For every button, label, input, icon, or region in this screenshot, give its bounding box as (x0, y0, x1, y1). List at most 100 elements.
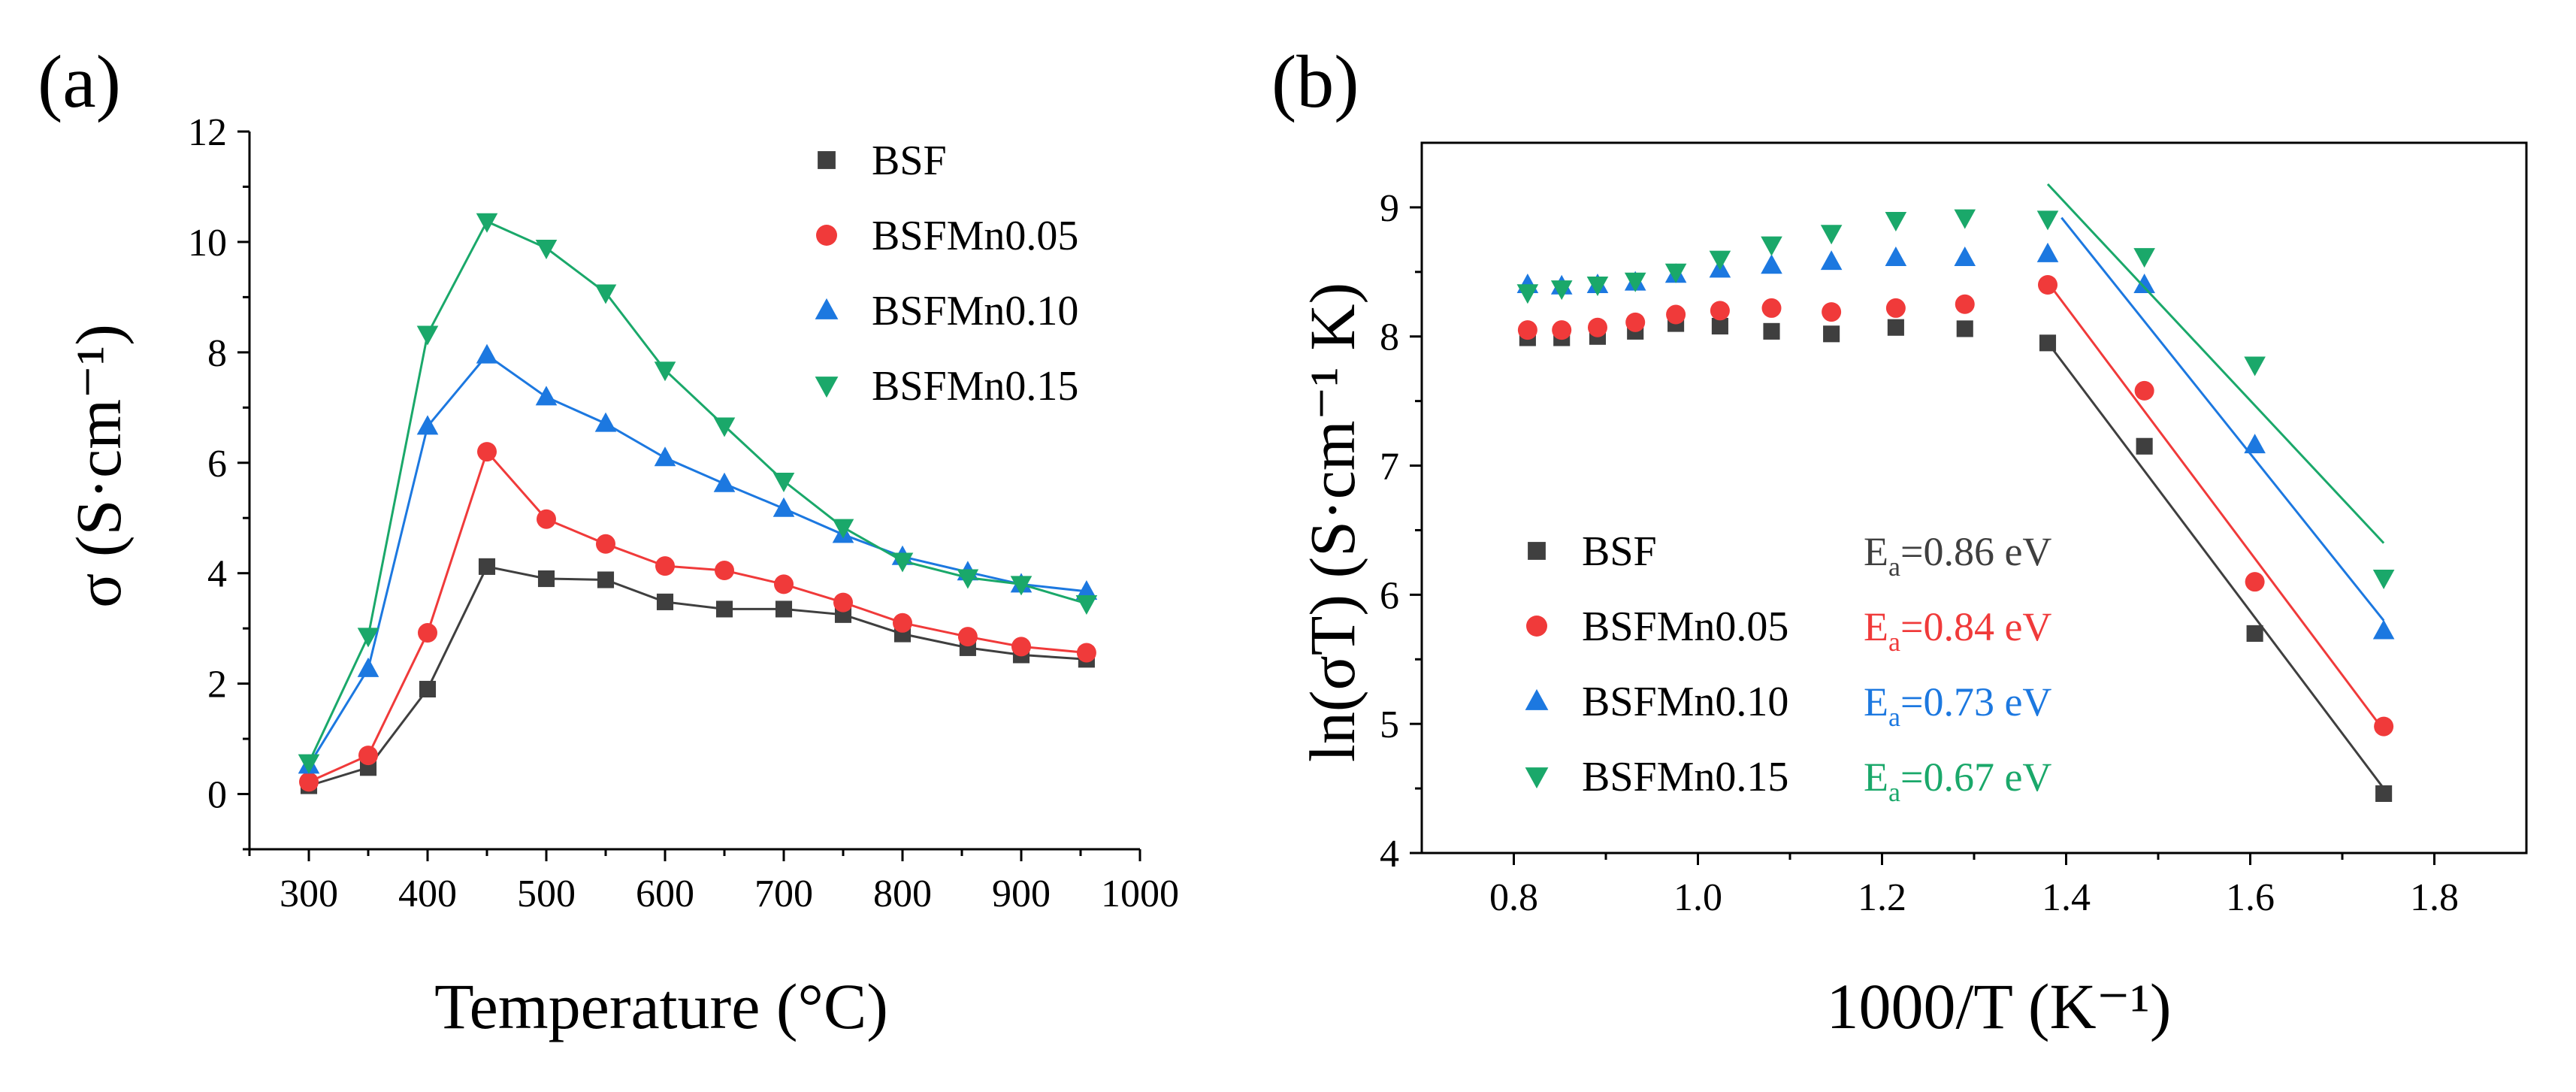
data-point (2372, 619, 2395, 640)
series-line (307, 353, 1087, 767)
data-point (1710, 301, 1730, 321)
data-point (594, 412, 617, 432)
y-tick-label: 0 (207, 774, 227, 817)
data-point (1075, 595, 1098, 616)
panel-b-y-axis-title: ln(σT) (S·cm⁻¹ K) (1296, 283, 1368, 762)
x-tick-label: 800 (873, 873, 932, 915)
legend-label: BSFMn0.15 (872, 363, 1078, 410)
x-tick-label: 900 (992, 873, 1051, 915)
legend-item: BSFMn0.05 Ea=0.84 eV (1526, 603, 2051, 657)
legend-marker (1528, 542, 1546, 560)
data-point (1550, 280, 1573, 301)
x-tick-label: 600 (636, 873, 694, 915)
legend-label: BSFMn0.10 (872, 288, 1078, 334)
activation-energy-label: Ea=0.84 eV (1864, 604, 2051, 657)
data-point (1820, 225, 1843, 245)
data-point (1885, 212, 1907, 232)
data-point (1885, 298, 1906, 318)
data-point (2036, 210, 2059, 231)
x-tick-label: 0.8 (1489, 876, 1538, 919)
data-point (2372, 569, 2395, 589)
panel-b-label: (b) (1271, 40, 1359, 123)
data-point (476, 343, 498, 364)
x-tick-label: 500 (517, 873, 576, 915)
plot-frame (1420, 141, 2528, 855)
legend-label: BSFMn0.15 (1582, 754, 1788, 800)
series-line (307, 219, 1087, 764)
data-point (1761, 236, 1782, 256)
legend-item: BSF Ea=0.86 eV (1528, 528, 2051, 582)
data-point (833, 592, 853, 613)
data-point (891, 552, 914, 573)
data-point (535, 239, 558, 259)
data-point (1954, 246, 1976, 266)
data-point (1586, 276, 1609, 296)
data-point (537, 570, 555, 588)
data-point (535, 386, 558, 406)
data-point (655, 556, 675, 576)
x-tick-label: 1.6 (2226, 876, 2275, 919)
data-point (1955, 294, 1975, 314)
data-point (772, 497, 795, 517)
data-point (2375, 785, 2393, 803)
legend-item: BSFMn0.10 Ea=0.73 eV (1525, 679, 2051, 732)
y-tick-label: 8 (1380, 316, 1399, 359)
panel-a-conductivity-chart: (a) 300 400 500 600 700 800 900 1000 0 2 4 6 8 10 12 B… (38, 40, 1179, 1042)
data-point (1076, 643, 1096, 663)
data-point (416, 415, 439, 435)
data-point (416, 325, 439, 346)
series-bsf (1519, 315, 2393, 803)
data-point (1761, 254, 1782, 274)
data-point (1823, 325, 1840, 343)
data-point (2133, 248, 2155, 268)
legend-item: BSFMn0.05 (816, 213, 1078, 259)
legend-marker (1525, 767, 1549, 789)
data-point (1625, 312, 1646, 332)
x-tick-label: 300 (280, 873, 338, 915)
x-tick-label: 1.4 (2042, 876, 2091, 919)
series-bsfmn0-05 (299, 442, 1096, 792)
data-point (1763, 322, 1780, 340)
data-point (357, 657, 379, 677)
legend-label: BSF (872, 138, 947, 184)
data-point (772, 472, 795, 492)
data-point (893, 613, 912, 633)
data-point (2134, 380, 2154, 401)
data-point (713, 417, 736, 437)
data-point (2039, 334, 2057, 352)
x-tick-label: 1.2 (1858, 876, 1906, 919)
data-point (2136, 437, 2153, 455)
legend-marker (1525, 688, 1549, 710)
data-point (957, 569, 979, 589)
legend-marker (1526, 616, 1547, 637)
data-point (713, 472, 736, 492)
data-point (1666, 304, 1686, 325)
data-point (596, 534, 615, 554)
x-tick-label: 1.8 (2410, 876, 2459, 919)
data-point (775, 600, 793, 618)
data-point (1885, 246, 1907, 266)
x-tick-label: 700 (754, 873, 813, 915)
data-point (299, 772, 319, 792)
x-tick-label: 1.0 (1673, 876, 1722, 919)
legend-label: BSFMn0.05 (872, 213, 1078, 259)
data-point (654, 361, 676, 382)
data-point (478, 558, 496, 575)
series-bsfmn0-15 (1516, 183, 2395, 589)
data-point (1552, 320, 1572, 340)
data-point (1954, 209, 1976, 229)
data-point (1075, 579, 1098, 600)
data-point (1887, 319, 1904, 336)
data-point (477, 442, 497, 462)
data-point (594, 284, 617, 304)
y-tick-label: 4 (207, 553, 227, 596)
series-line (308, 449, 1087, 783)
series-bsfmn0-05 (1517, 275, 2394, 737)
data-point (654, 446, 676, 467)
data-point (1711, 317, 1728, 335)
data-point (1664, 263, 1687, 283)
x-tick-label: 400 (398, 873, 457, 915)
activation-energy-label: Ea=0.67 eV (1864, 755, 2051, 807)
y-tick-label: 6 (1380, 574, 1399, 617)
legend-item: BSFMn0.15 Ea=0.67 eV (1525, 754, 2051, 807)
